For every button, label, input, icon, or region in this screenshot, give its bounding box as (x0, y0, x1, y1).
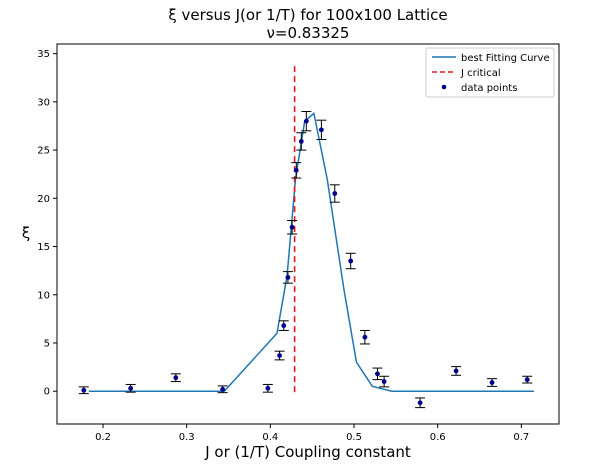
legend-critical-label: J critical (460, 68, 501, 79)
plot-marks (78, 63, 534, 409)
x-tick-label: 0.3 (179, 432, 195, 443)
data-point (173, 375, 179, 381)
legend-points-label: data points (461, 83, 517, 94)
data-point (524, 377, 530, 383)
x-axis-label: J or (1/T) Coupling constant (204, 443, 411, 461)
legend-fit-label: best Fitting Curve (461, 53, 550, 64)
axis-ticks: 0.2 0.3 0.4 0.5 0.6 0.7 0 5 10 15 20 25 30 35 (37, 49, 529, 443)
data-point (293, 167, 299, 173)
data-point (318, 127, 324, 133)
data-point (381, 379, 387, 384)
best-fit-curve (88, 112, 534, 392)
data-point (362, 334, 368, 340)
data-point (265, 385, 271, 391)
y-tick-label: 10 (37, 290, 50, 301)
legend-points-swatch (441, 84, 447, 90)
data-point (375, 371, 380, 377)
data-point (289, 224, 295, 230)
y-tick-label: 5 (44, 338, 50, 349)
data-point (285, 275, 291, 280)
data-point (303, 118, 309, 124)
x-tick-label: 0.6 (430, 432, 446, 443)
y-tick-label: 0 (44, 387, 50, 398)
y-tick-label: 35 (37, 49, 50, 60)
data-point (220, 386, 226, 392)
x-tick-label: 0.4 (262, 432, 278, 443)
data-point (348, 258, 354, 264)
data-point (128, 385, 134, 391)
data-point (298, 139, 304, 144)
x-tick-label: 0.2 (95, 432, 111, 443)
x-tick-label: 0.5 (346, 432, 362, 443)
data-point (489, 380, 495, 385)
y-tick-label: 20 (37, 194, 50, 205)
data-point (277, 353, 282, 358)
data-point (281, 323, 287, 329)
data-point (332, 191, 338, 196)
legend: best Fitting Curve J critical data point… (425, 47, 555, 98)
y-axis-label: ξ (22, 224, 30, 242)
data-point (417, 400, 423, 406)
plot-area-frame (56, 43, 560, 425)
data-point (81, 387, 87, 393)
chart-subtitle: ν=0.83325 (267, 24, 350, 42)
chart-title: ξ versus J(or 1/T) for 100x100 Lattice (168, 6, 447, 24)
y-tick-label: 30 (37, 97, 50, 108)
legend-box (425, 47, 555, 98)
x-tick-label: 0.7 (513, 432, 529, 443)
y-tick-label: 15 (37, 242, 50, 253)
y-tick-label: 25 (37, 146, 50, 157)
data-point (453, 368, 459, 374)
